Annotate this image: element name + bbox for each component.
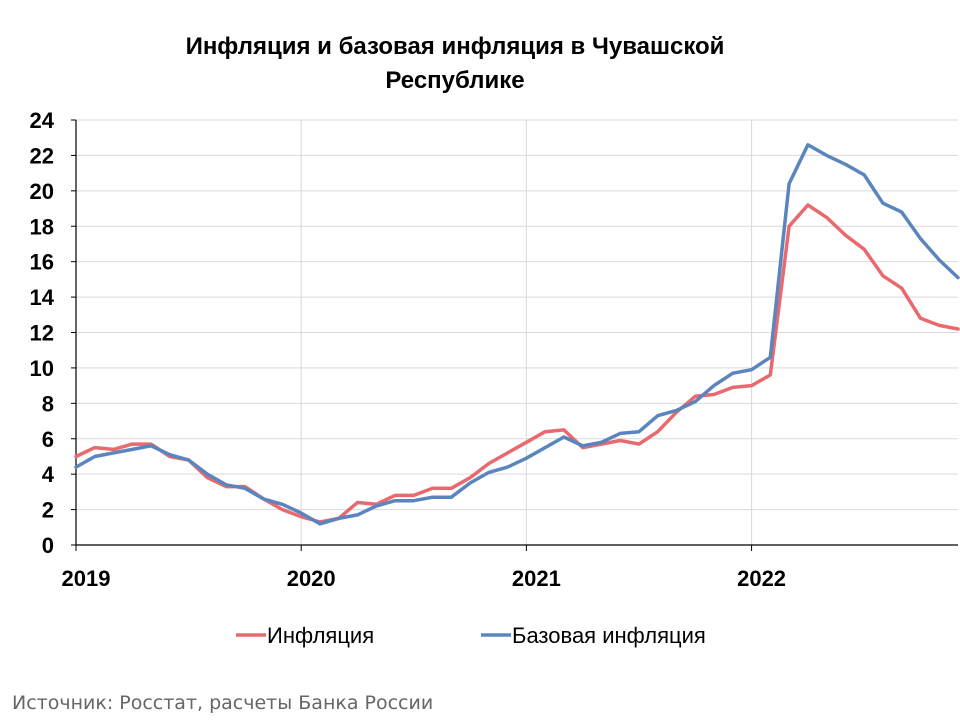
y-tick-label: 20 [30, 179, 54, 204]
y-tick-label: 18 [30, 214, 54, 239]
y-tick-label: 24 [30, 108, 55, 133]
y-tick-label: 8 [42, 391, 54, 416]
y-tick-label: 16 [30, 250, 54, 275]
y-tick-label: 2 [42, 498, 54, 523]
legend-label-core-inflation: Базовая инфляция [512, 623, 706, 648]
legend: Инфляция Базовая инфляция [236, 623, 706, 648]
series-line-core-inflation [74, 143, 960, 526]
series-line-inflation [74, 203, 960, 524]
x-tick-labels: 2019 2020 2021 2022 [62, 566, 787, 591]
chart-title: Инфляция и базовая инфляция в Чувашской … [155, 30, 755, 98]
gridlines [76, 119, 958, 545]
x-tick-label: 2022 [737, 566, 786, 591]
axes [71, 119, 958, 551]
legend-label-inflation: Инфляция [267, 623, 374, 648]
y-tick-label: 4 [42, 462, 55, 487]
y-tick-label: 10 [30, 356, 54, 381]
series-lines [74, 143, 960, 526]
y-tick-label: 22 [30, 143, 54, 168]
chart-title-line-1: Инфляция и базовая инфляция в Чувашской [185, 33, 725, 60]
x-tick-label: 2020 [287, 566, 336, 591]
y-tick-label: 12 [30, 321, 54, 346]
chart-title-line-2: Республике [385, 67, 525, 94]
y-tick-label: 0 [42, 533, 54, 558]
x-tick-label: 2021 [512, 566, 561, 591]
y-tick-label: 14 [30, 285, 55, 310]
y-tick-label: 6 [42, 427, 54, 452]
x-tick-label: 2019 [62, 566, 111, 591]
source-note: Источник: Росстат, расчеты Банка России [12, 692, 434, 714]
